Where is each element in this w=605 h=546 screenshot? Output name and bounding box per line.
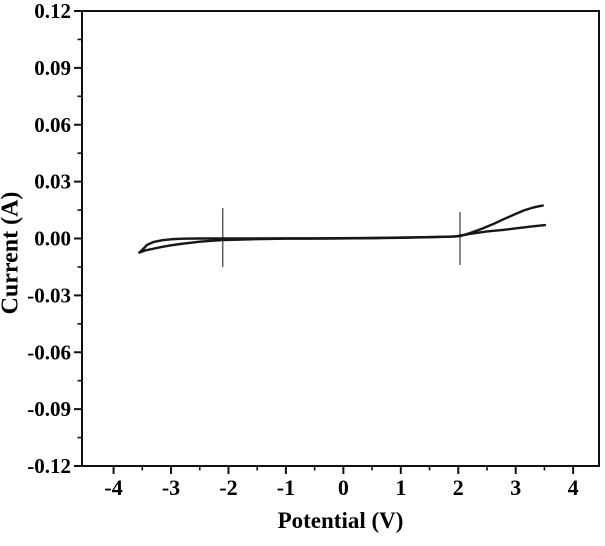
y-tick-label: -0.06 xyxy=(27,340,71,364)
x-axis-ticks: -4 -3 -2 -1 0 1 2 3 4 xyxy=(104,466,579,500)
y-axis-title: Current (A) xyxy=(0,191,24,315)
x-tick-label: 0 xyxy=(338,475,349,500)
x-tick-label: 3 xyxy=(510,475,521,500)
x-tick-label: 2 xyxy=(453,475,464,500)
y-tick-label: 0.00 xyxy=(34,227,71,251)
cv-curve-scan-branch-inner xyxy=(138,223,547,254)
y-tick-label: -0.03 xyxy=(27,283,71,307)
x-tick-label: -4 xyxy=(104,475,122,500)
y-tick-label: -0.12 xyxy=(27,454,71,478)
y-tick-label: 0.09 xyxy=(34,56,71,80)
y-tick-label: -0.09 xyxy=(27,397,71,421)
y-tick-label: 0.06 xyxy=(34,113,71,137)
x-tick-label: -2 xyxy=(219,475,237,500)
x-tick-label: -3 xyxy=(162,475,180,500)
y-axis-ticks: 0.12 0.09 0.06 0.03 0.00 -0.03 -0.06 -0.09 -0.12 xyxy=(27,0,82,478)
y-tick-label: 0.03 xyxy=(34,170,71,194)
x-axis-title: Potential (V) xyxy=(277,508,404,533)
cv-curve-scan-branch-outer xyxy=(138,204,544,254)
x-tick-label: -1 xyxy=(277,475,295,500)
x-tick-label: 1 xyxy=(395,475,406,500)
y-tick-label: 0.12 xyxy=(34,0,71,23)
plot-frame xyxy=(81,10,600,467)
x-tick-label: 4 xyxy=(568,475,579,500)
